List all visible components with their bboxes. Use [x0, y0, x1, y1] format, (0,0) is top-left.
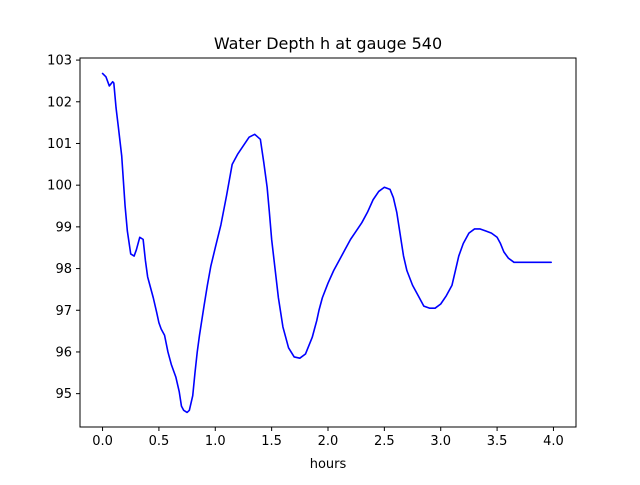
y-tick-label: 103 — [47, 54, 72, 69]
x-tick-label: 0.5 — [149, 434, 170, 449]
y-tick-label: 99 — [55, 220, 72, 235]
y-tick-label: 100 — [47, 179, 72, 194]
x-axis-label: hours — [310, 457, 347, 472]
y-tick-label: 101 — [47, 137, 72, 152]
y-tick-label: 102 — [47, 95, 72, 110]
series-line-0 — [101, 72, 553, 414]
x-tick-label: 2.5 — [374, 434, 395, 449]
plot-area: 0.0 0.5 1.0 1.5 2.0 2.5 3.0 3.5 4.0 95 96 97 98 99 100… — [47, 54, 577, 449]
x-tick-label: 4.0 — [543, 434, 564, 449]
x-tick-label: 3.0 — [430, 434, 451, 449]
y-tick-label: 98 — [55, 262, 72, 277]
x-tick-label: 2.0 — [318, 434, 339, 449]
chart-title: Water Depth h at gauge 540 — [214, 34, 442, 53]
y-tick-label: 96 — [55, 345, 72, 360]
x-tick-label: 1.0 — [205, 434, 226, 449]
x-tick-label: 0.0 — [92, 434, 113, 449]
y-tick-label: 95 — [55, 387, 72, 402]
x-tick-label: 1.5 — [261, 434, 282, 449]
x-tick-label: 3.5 — [487, 434, 508, 449]
y-tick-label: 97 — [55, 304, 72, 319]
